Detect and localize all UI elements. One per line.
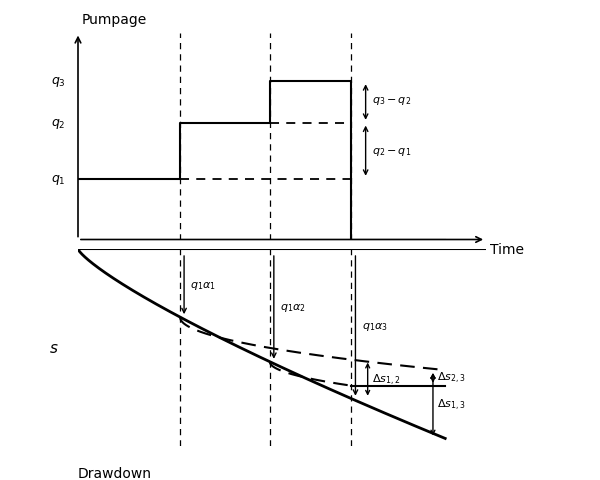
Text: $t_1$: $t_1$: [174, 257, 186, 272]
Text: $\Delta s_{1,2}$: $\Delta s_{1,2}$: [372, 372, 400, 387]
Text: $q_3-q_2$: $q_3-q_2$: [372, 95, 411, 107]
Text: $\Delta s_{1,3}$: $\Delta s_{1,3}$: [437, 397, 466, 412]
Text: $t_3$: $t_3$: [346, 257, 357, 272]
Text: $q_1\alpha_1$: $q_1\alpha_1$: [190, 279, 216, 291]
Text: $q_2-q_1$: $q_2-q_1$: [372, 145, 411, 157]
Text: $q_1$: $q_1$: [51, 172, 66, 186]
Text: $q_3$: $q_3$: [51, 75, 66, 89]
Text: $q_1\alpha_3$: $q_1\alpha_3$: [362, 320, 388, 332]
Text: $q_2$: $q_2$: [51, 117, 66, 131]
Text: $s$: $s$: [49, 340, 58, 356]
Text: $t_2$: $t_2$: [264, 257, 275, 272]
Text: Drawdown: Drawdown: [78, 466, 152, 480]
Text: $q_1\alpha_2$: $q_1\alpha_2$: [280, 302, 306, 314]
Text: $\Delta s_{2,3}$: $\Delta s_{2,3}$: [437, 371, 466, 385]
Text: Time: Time: [490, 243, 524, 257]
Text: Pumpage: Pumpage: [82, 13, 148, 27]
